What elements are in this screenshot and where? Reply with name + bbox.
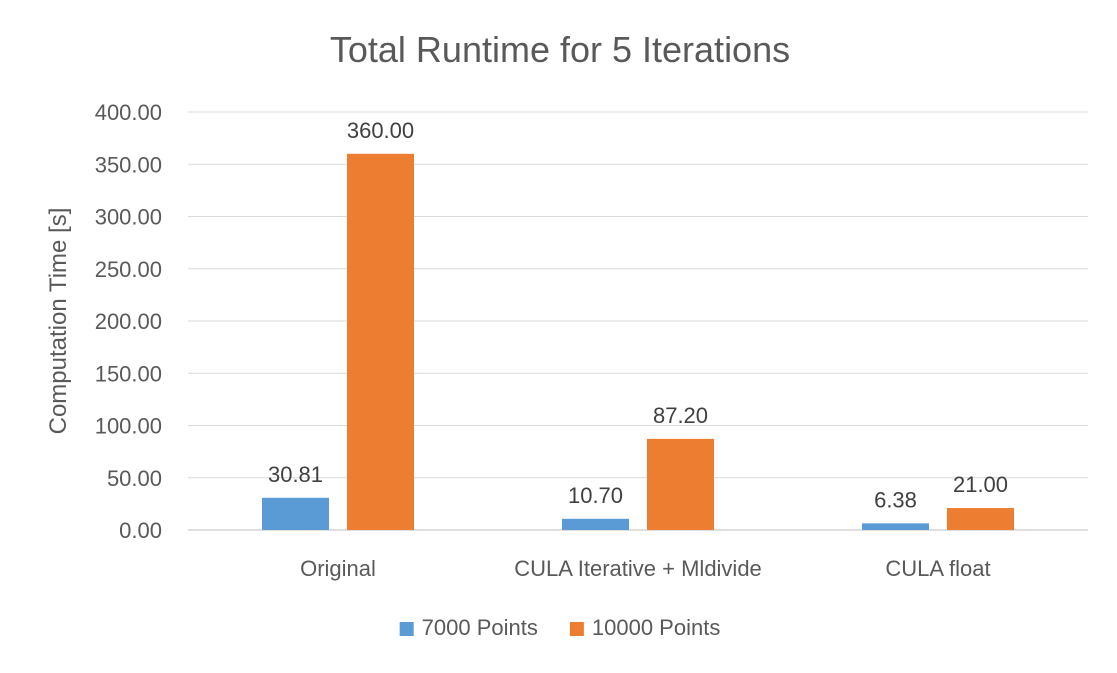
legend-item: 10000 Points — [569, 615, 720, 640]
gridlines — [188, 111, 1088, 531]
y-tick-label: 400.00 — [95, 100, 162, 125]
bars — [262, 153, 1014, 531]
bar-series-2 — [347, 153, 414, 531]
y-tick-label: 200.00 — [95, 309, 162, 334]
chart-title: Total Runtime for 5 Iterations — [330, 29, 790, 70]
bar-series-1 — [862, 523, 929, 530]
bar-series-1 — [262, 497, 329, 530]
legend-label: 7000 Points — [422, 615, 538, 640]
data-label: 10.70 — [568, 483, 623, 508]
bar-series-2 — [647, 438, 714, 530]
data-labels: 30.81 360.00 10.70 87.20 6.38 21.00 — [268, 118, 1008, 513]
y-tick-label: 350.00 — [95, 152, 162, 177]
y-axis-title: Computation Time [s] — [45, 208, 72, 435]
data-label: 30.81 — [268, 462, 323, 487]
bar-series-1 — [562, 518, 629, 530]
x-axis-categories: Original CULA Iterative + Mldivide CULA fl… — [300, 556, 990, 581]
y-tick-label: 100.00 — [95, 414, 162, 439]
y-axis-ticks: 0.00 50.00 100.00 150.00 200.00 250.00 300.00 3… — [95, 100, 162, 543]
y-tick-label: 150.00 — [95, 361, 162, 386]
x-category-label: CULA float — [885, 556, 990, 581]
data-label: 87.20 — [653, 403, 708, 428]
legend-item: 7000 Points — [399, 615, 538, 640]
legend-label: 10000 Points — [592, 615, 720, 640]
x-category-label: CULA Iterative + Mldivide — [514, 556, 762, 581]
legend: 7000 Points 10000 Points — [399, 615, 720, 640]
legend-swatch — [569, 622, 584, 636]
bar-series-2 — [947, 508, 1014, 530]
y-tick-label: 250.00 — [95, 257, 162, 282]
y-tick-label: 300.00 — [95, 205, 162, 230]
data-label: 6.38 — [874, 487, 917, 512]
data-label: 360.00 — [347, 118, 414, 143]
legend-swatch — [399, 622, 414, 636]
y-tick-label: 0.00 — [119, 518, 162, 543]
data-label: 21.00 — [953, 472, 1008, 497]
x-category-label: Original — [300, 556, 376, 581]
y-tick-label: 50.00 — [107, 466, 162, 491]
